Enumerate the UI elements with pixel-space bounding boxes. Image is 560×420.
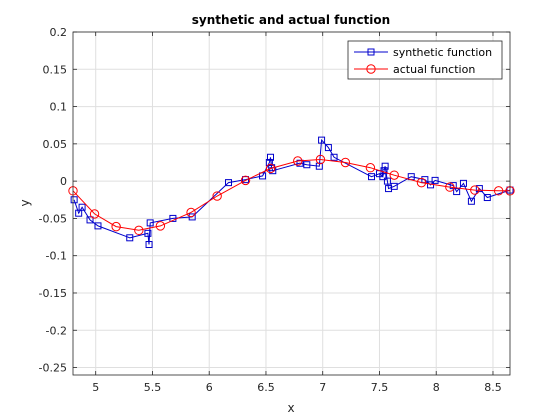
legend-label-0: synthetic function [393,46,492,59]
x-tick-label-1: 5.5 [144,381,162,394]
x-tick-label-6: 8 [433,381,440,394]
y-tick-label-6: 0.05 [43,138,68,151]
x-tick-label-5: 7.5 [371,381,389,394]
y-tick-label-5: 0 [60,175,67,188]
legend-label-1: actual function [393,63,475,76]
chart-title: synthetic and actual function [192,13,390,27]
plot-background [73,32,510,375]
y-tick-label-0: -0.25 [39,362,67,375]
y-tick-label-3: -0.1 [46,250,67,263]
y-tick-label-9: 0.2 [50,26,68,39]
y-tick-label-1: -0.2 [46,324,67,337]
x-tick-label-0: 5 [92,381,99,394]
y-tick-label-2: -0.15 [39,287,67,300]
y-tick-label-7: 0.1 [50,101,68,114]
x-tick-label-4: 7 [319,381,326,394]
y-axis-label: y [18,199,32,206]
x-tick-label-2: 6 [206,381,213,394]
x-tick-label-7: 8.5 [484,381,502,394]
x-axis-label: x [287,401,294,415]
y-tick-label-4: -0.05 [39,212,67,225]
y-tick-label-8: 0.15 [43,63,68,76]
x-tick-label-3: 6.5 [257,381,275,394]
legend: synthetic function actual function [348,41,502,79]
